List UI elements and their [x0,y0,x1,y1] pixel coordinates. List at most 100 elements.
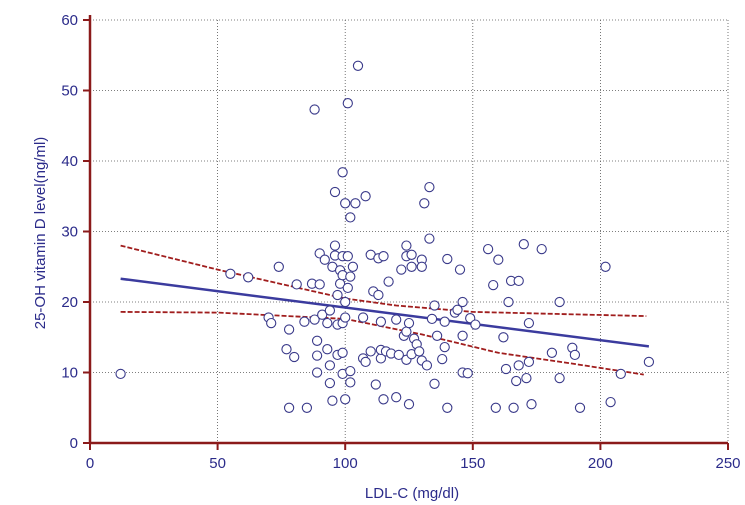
y-tick-label: 50 [61,83,78,100]
data-point [457,296,468,308]
data-point [311,335,323,346]
data-point [643,356,655,368]
data-point [360,191,371,202]
data-point [273,261,284,272]
data-point [342,282,353,294]
data-point [342,251,353,262]
data-point [521,372,532,384]
data-point [574,402,586,413]
data-point [442,402,453,413]
data-point [289,351,300,363]
data-point [437,353,448,365]
data-point [493,254,504,265]
data-point [403,399,415,410]
y-tick-label: 20 [61,294,78,311]
data-point [281,344,292,355]
y-ticks: 0 10 20 30 40 50 60 [61,12,90,452]
data-point [426,313,438,325]
data-point [462,368,473,379]
data-point [401,240,412,251]
data-point [482,243,494,255]
data-point [340,312,351,323]
x-tick-label: 200 [588,455,613,472]
data-point [393,349,404,361]
y-tick-label: 40 [61,153,78,170]
ci-lower-line [120,311,644,376]
data-point [511,375,522,387]
data-point [439,316,450,327]
x-axis-title: LDL-C (mg/dl) [365,485,459,502]
x-tick-label: 150 [460,455,485,472]
data-point [370,379,381,390]
data-point [311,350,323,361]
data-point [470,319,481,330]
data-point [457,330,468,341]
data-point [291,279,302,290]
data-point [345,377,356,388]
data-point [340,394,351,405]
data-point [523,317,535,329]
data-point [452,304,463,315]
data-point [605,396,616,408]
x-tick-label: 0 [86,455,94,472]
x-tick-label: 100 [333,455,358,472]
data-point [554,372,565,384]
data-point [324,377,336,389]
data-point [332,289,343,301]
data-point [322,344,333,355]
data-point [243,272,254,283]
data-point [421,360,433,371]
data-point [490,402,501,413]
data-points [115,60,655,413]
data-point [314,279,325,290]
data-point [414,346,425,357]
data-point [454,264,466,275]
data-point [337,347,348,358]
data-point [526,399,537,410]
data-point [357,312,369,323]
data-point [373,289,384,301]
y-axis-title: 25-OH vitamin D level(ng/ml) [32,137,49,330]
regression-line-group [120,277,650,348]
y-tick-label: 30 [61,224,78,241]
data-point [513,275,524,287]
confidence-band [120,244,647,376]
data-point [283,402,295,413]
data-point [396,264,407,275]
regression-line [120,277,650,348]
data-point [488,279,499,291]
data-point [391,314,402,325]
data-point [391,392,402,403]
data-point [365,346,376,357]
data-point [503,296,514,308]
data-point [350,198,361,209]
data-point [378,394,389,405]
data-point [508,402,519,413]
data-point [283,324,295,335]
data-point [429,378,440,389]
axes [88,15,728,445]
data-point [329,240,341,251]
data-point [301,402,313,413]
data-point [340,296,351,308]
data-point [345,365,356,377]
data-point [115,368,126,380]
data-point [500,363,512,375]
data-point [317,309,328,320]
data-point [403,317,415,329]
data-point [378,251,389,262]
data-point [319,254,330,265]
x-ticks: 0 50 100 150 200 250 [86,443,741,472]
data-point [600,261,611,272]
data-point [327,395,338,406]
data-point [340,198,351,209]
data-point [615,368,626,380]
data-point [424,233,435,244]
data-point [424,181,435,193]
data-point [554,296,565,308]
data-point [546,347,558,358]
y-tick-label: 60 [61,12,78,29]
data-point [416,261,427,272]
data-point [513,360,524,371]
